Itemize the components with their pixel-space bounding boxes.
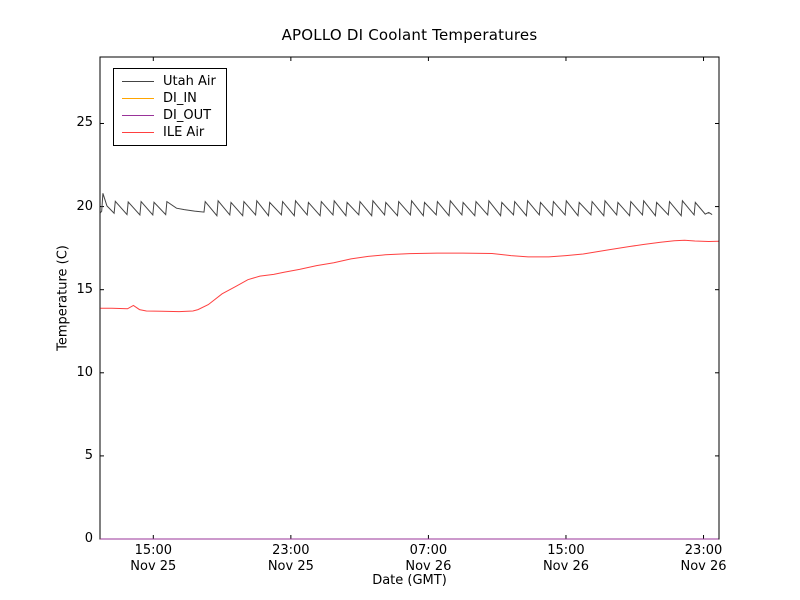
legend-label: ILE Air <box>163 125 205 140</box>
x-tick-date: Nov 25 <box>130 559 177 574</box>
legend-line-sample <box>122 98 154 99</box>
legend-entry: DI_OUT <box>122 107 216 124</box>
x-tick-time: 07:00 <box>409 543 448 558</box>
legend-label: Utah Air <box>163 74 216 89</box>
x-tick-label: 23:00 Nov 26 <box>664 543 744 575</box>
legend-entry: ILE Air <box>122 124 216 141</box>
legend: Utah Air DI_IN DI_OUT ILE Air <box>113 68 227 146</box>
x-tick-date: Nov 26 <box>680 559 727 574</box>
y-tick-label: 10 <box>76 364 93 380</box>
y-tick-label: 25 <box>76 115 93 131</box>
x-tick-date: Nov 26 <box>405 559 452 574</box>
x-tick-label: 15:00 Nov 26 <box>526 543 606 575</box>
x-tick-label: 23:00 Nov 25 <box>251 543 331 575</box>
x-tick-label: 07:00 Nov 26 <box>388 543 468 575</box>
chart-title: APOLLO DI Coolant Temperatures <box>281 26 538 44</box>
y-axis-label: Temperature (C) <box>55 245 71 351</box>
legend-line-sample <box>122 115 154 116</box>
x-tick-label: 15:00 Nov 25 <box>113 543 193 575</box>
legend-entry: Utah Air <box>122 73 216 90</box>
x-tick-date: Nov 26 <box>542 559 589 574</box>
x-axis-label: Date (GMT) <box>372 573 447 588</box>
x-tick-time: 15:00 <box>134 543 173 558</box>
x-tick-time: 23:00 <box>684 543 723 558</box>
y-tick-label: 20 <box>76 198 93 214</box>
y-tick-label: 5 <box>84 447 93 463</box>
y-tick-label: 0 <box>84 531 93 546</box>
series-line-ile-air <box>100 239 719 313</box>
legend-line-sample <box>122 81 154 82</box>
x-tick-time: 15:00 <box>547 543 585 558</box>
legend-label: DI_OUT <box>163 108 212 123</box>
legend-line-sample <box>122 132 154 133</box>
legend-entry: DI_IN <box>122 90 216 107</box>
x-tick-date: Nov 25 <box>267 559 314 574</box>
series-line-utah-air <box>99 193 713 217</box>
legend-label: DI_IN <box>163 91 197 106</box>
y-tick-label: 15 <box>76 281 93 297</box>
x-tick-time: 23:00 <box>272 543 310 558</box>
